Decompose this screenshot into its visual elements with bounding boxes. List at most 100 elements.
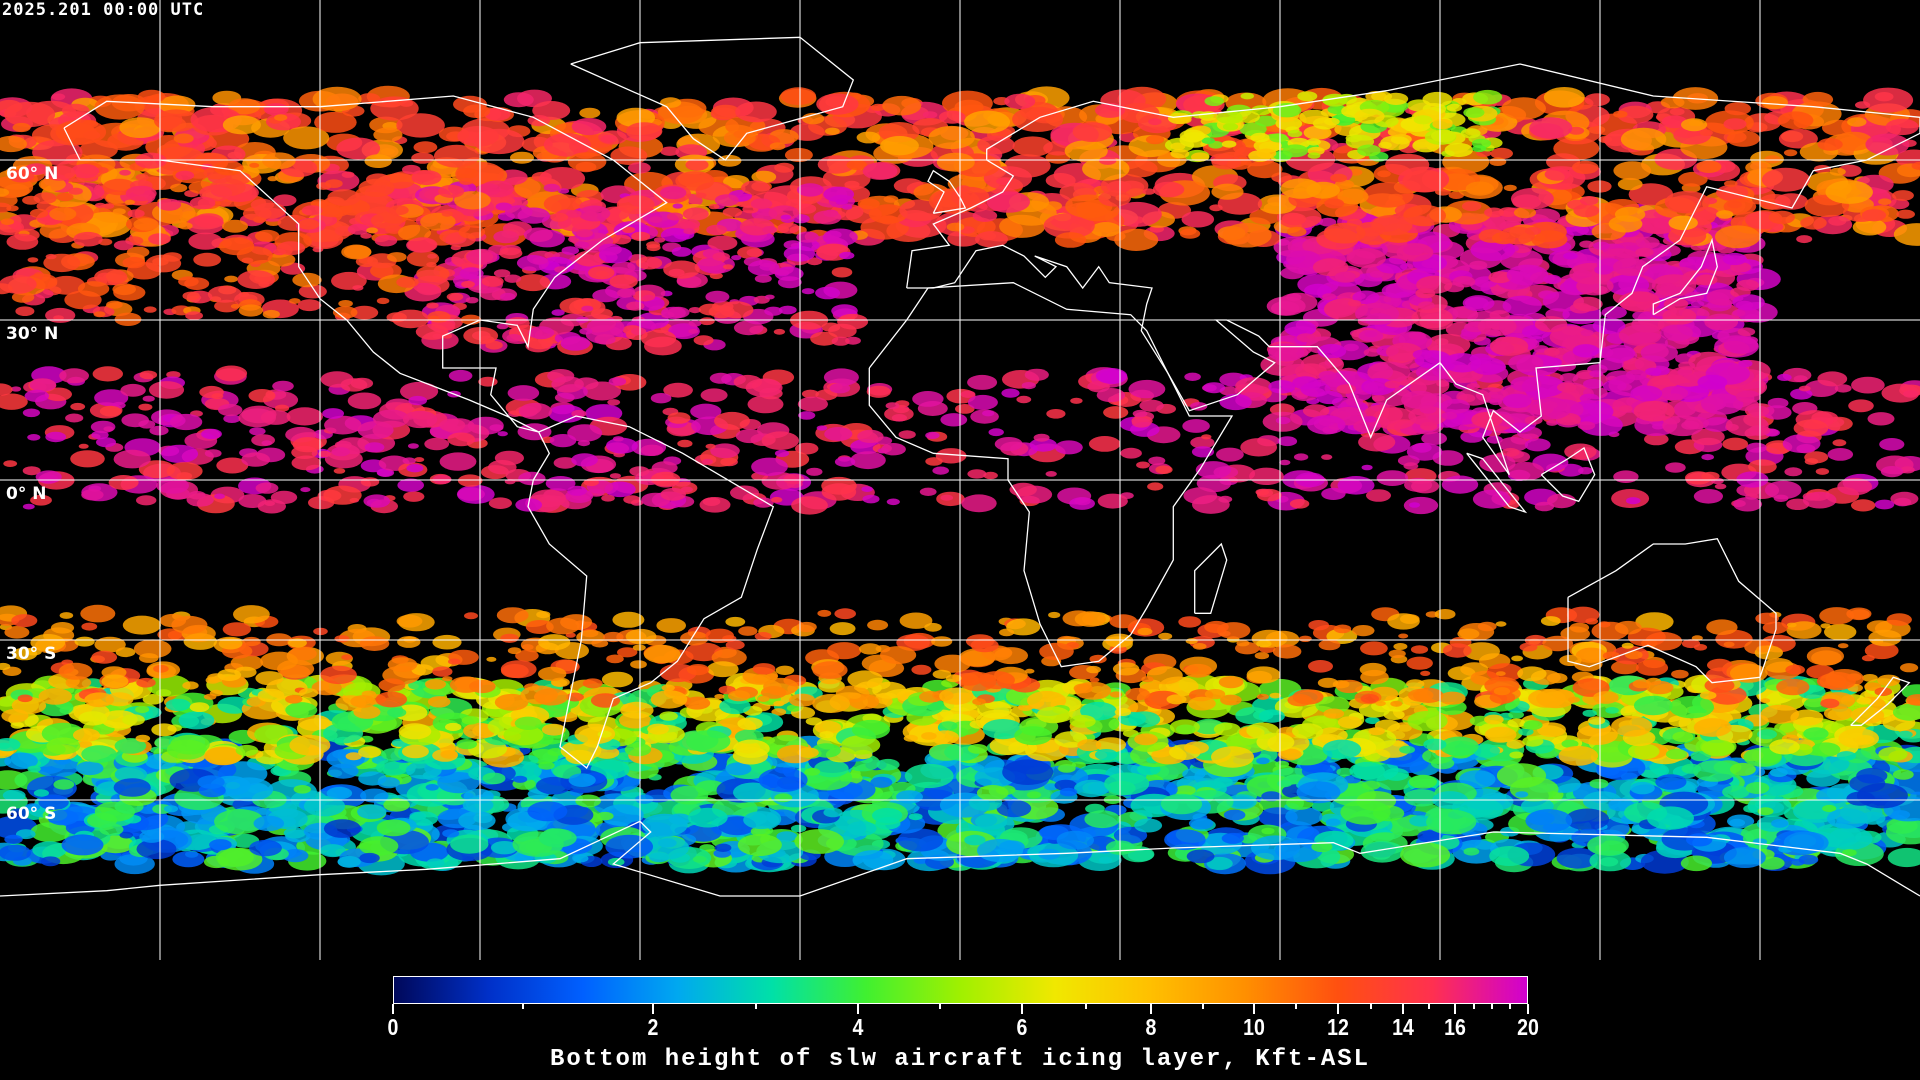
cloud-patch [978,671,1015,690]
cloud-patch [605,834,653,859]
cloud-patch [1611,716,1653,737]
cloud-patch [806,467,823,476]
cloud-patch [432,666,453,677]
cloud-patch [632,644,646,651]
cloud-patch [1525,809,1573,833]
cloud-patch [1440,399,1470,414]
cloud-patch [1026,791,1042,799]
cloud-patch [211,393,224,400]
cloud-patch [790,824,807,833]
cloud-patch [1891,810,1911,820]
cloud-patch [549,434,577,448]
cloud-patch [1745,782,1770,794]
cloud-patch [1507,718,1526,728]
cloud-patch [903,734,918,742]
cloud-patch [856,131,881,144]
cloud-patch [1184,663,1212,678]
cloud-patch [1368,727,1385,736]
cloud-patch [1206,856,1233,871]
cloud-patch [1236,640,1250,647]
cloud-patch [1613,258,1649,277]
cloud-patch [1796,235,1813,244]
cloud-patch [1495,621,1507,627]
cloud-patch [1322,739,1362,759]
cloud-patch [620,701,654,719]
cloud-patch [1361,464,1373,471]
cloud-patch [450,834,489,854]
cloud-patch [600,134,618,143]
cloud-patch [650,393,672,404]
cloud-patch [1851,499,1876,512]
cloud-patch [932,669,952,679]
cloud-patch [81,745,117,763]
cloud-patch [1195,461,1232,479]
cloud-patch [1777,373,1792,381]
cloud-patch [1136,461,1150,469]
cloud-patch [939,721,958,731]
cloud-patch [999,628,1015,637]
cloud-patch [609,473,622,479]
cloud-patch [1655,774,1687,790]
cloud-patch [1095,368,1128,384]
cloud-patch [0,844,32,861]
cloud-patch [1246,722,1280,739]
cloud-patch [707,661,739,678]
cloud-patch [513,775,528,783]
cloud-patch [1336,767,1354,777]
cloud-patch [1318,370,1337,381]
cloud-patch [1255,488,1270,496]
cloud-patch [1786,622,1797,628]
cloud-patch [113,778,151,797]
cloud-patch [61,834,104,856]
cloud-patch [1783,149,1798,157]
cloud-patch [99,405,122,417]
cloud-patch [4,834,23,845]
cloud-patch [1767,397,1789,409]
cloud-patch [27,434,41,441]
cloud-patch [625,628,657,645]
cloud-patch [1289,499,1310,509]
cloud-patch [182,681,199,690]
cloud-patch [1286,226,1307,237]
cloud-patch [1477,621,1497,632]
cloud-patch [1059,787,1078,797]
cloud-patch [1723,118,1747,130]
cloud-patch [940,494,954,501]
cloud-patch [999,840,1025,854]
cloud-patch [1403,462,1419,470]
cloud-patch [1572,344,1600,358]
cloud-patch [797,747,819,758]
cloud-patch [929,744,964,761]
cloud-patch [1349,761,1385,780]
cloud-patch [1147,482,1164,491]
cloud-patch [1660,386,1689,401]
cloud-patch [1563,252,1578,260]
cloud-patch [78,711,108,726]
cloud-patch [1442,643,1472,658]
cloud-patch [1851,376,1885,394]
cloud-patch [1800,216,1827,230]
cloud-patch [898,430,916,439]
cloud-patch [1296,333,1315,343]
cloud-patch [101,674,129,689]
cloud-patch [1880,466,1904,478]
cloud-patch [1046,409,1066,419]
cloud-patch [1879,438,1905,451]
cloud-patch [1407,710,1448,732]
cloud-patch [1388,649,1406,659]
cloud-patch [1213,722,1241,736]
cloud-patch [670,785,709,805]
cloud-patch [791,496,828,515]
cloud-patch [214,493,225,500]
cloud-patch [331,447,351,457]
cloud-patch [527,801,568,822]
cloud-patch [1057,764,1076,773]
cloud-patch [350,695,376,708]
cloud-patch [58,662,93,680]
cloud-patch [919,691,943,703]
cloud-patch [798,411,816,420]
cloud-patch [171,615,208,634]
cloud-patch [538,634,571,651]
cloud-patch [22,408,40,418]
cloud-patch [812,694,850,713]
